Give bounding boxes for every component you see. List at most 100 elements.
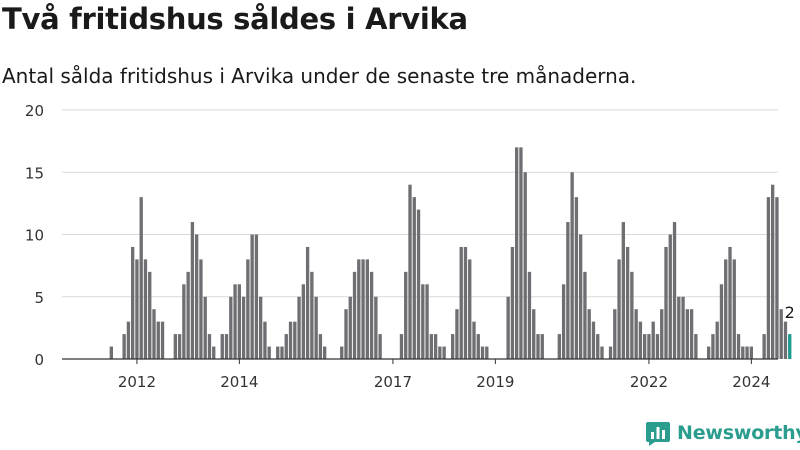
bar [284, 334, 288, 359]
bar [288, 321, 293, 359]
x-tick-label: 2019 [476, 373, 514, 391]
bar [156, 321, 160, 359]
y-tick-label: 10 [25, 227, 44, 245]
bar [625, 246, 630, 359]
bar [651, 321, 655, 359]
bar [719, 284, 724, 359]
bar [314, 296, 318, 359]
bar [152, 309, 156, 359]
bar [561, 284, 566, 359]
bar [173, 334, 177, 359]
bar [472, 321, 476, 359]
bar [540, 334, 544, 359]
bar [775, 197, 779, 359]
bar [672, 222, 677, 359]
bar [131, 246, 135, 359]
bar [297, 296, 301, 359]
brand-name: Newsworthy [677, 422, 800, 444]
bar [421, 284, 425, 359]
bar [689, 309, 694, 359]
bar [416, 209, 421, 359]
bar [404, 271, 408, 359]
bar [135, 259, 139, 359]
bar [596, 334, 600, 359]
bar [527, 271, 532, 359]
bar [442, 346, 446, 359]
bar [109, 346, 113, 359]
chart-title: Två fritidshus såldes i Arvika [2, 2, 468, 36]
bar [310, 271, 314, 359]
bar [485, 346, 489, 359]
bar [199, 259, 203, 359]
bar [532, 309, 536, 359]
bar [182, 284, 186, 359]
bar [293, 321, 297, 359]
bar [250, 234, 254, 359]
bar [574, 197, 579, 359]
bar [643, 334, 647, 359]
bar [523, 172, 527, 359]
bar [254, 234, 259, 359]
bar [224, 334, 229, 359]
bar [340, 346, 344, 359]
bar [617, 259, 621, 359]
bar [374, 296, 378, 359]
bar [425, 284, 429, 359]
bar [212, 346, 216, 359]
bar [570, 172, 574, 359]
bar [779, 309, 783, 359]
bar [233, 284, 237, 359]
y-tick-label: 15 [25, 164, 44, 182]
bar [429, 334, 433, 359]
bar [608, 346, 613, 359]
bar [143, 259, 148, 359]
bar [438, 346, 442, 359]
bar [344, 309, 348, 359]
bar [241, 296, 246, 359]
bar [724, 259, 728, 359]
bar [711, 334, 715, 359]
bar [139, 197, 143, 359]
bar [783, 321, 788, 359]
bar [745, 346, 749, 359]
bar [408, 184, 412, 359]
bar [122, 334, 126, 359]
bar [190, 222, 195, 359]
bar [634, 309, 638, 359]
bar [237, 284, 241, 359]
bar [519, 147, 523, 359]
x-tick-label: 2017 [374, 373, 412, 391]
bar [600, 346, 604, 359]
bar-chart: 0 5 10 15 20 2 2012 2014 2017 2019 2022 2024 [25, 102, 795, 391]
bar [613, 309, 617, 359]
bar [677, 296, 681, 359]
bar [305, 246, 310, 359]
bar [766, 197, 771, 359]
bar [749, 346, 753, 359]
bar [715, 321, 719, 359]
bar [433, 334, 438, 359]
bar [732, 259, 736, 359]
bar [276, 346, 280, 359]
bar [694, 334, 698, 359]
bar [378, 334, 382, 359]
bar [579, 234, 583, 359]
bar [220, 334, 224, 359]
bar [323, 346, 327, 359]
bar [459, 246, 463, 359]
bar [655, 334, 660, 359]
bar [361, 259, 365, 359]
x-tick-label: 2022 [630, 373, 668, 391]
bar [510, 246, 515, 359]
bar [476, 334, 480, 359]
bar [263, 321, 267, 359]
bar [638, 321, 643, 359]
bar-latest [788, 334, 792, 359]
y-tick-label: 20 [25, 102, 44, 120]
data-label-latest: 2 [785, 303, 795, 322]
bar [536, 334, 540, 359]
bar [685, 309, 689, 359]
bar [621, 222, 625, 359]
newsworthy-logo: Newsworthy [645, 418, 800, 448]
bar [126, 321, 131, 359]
